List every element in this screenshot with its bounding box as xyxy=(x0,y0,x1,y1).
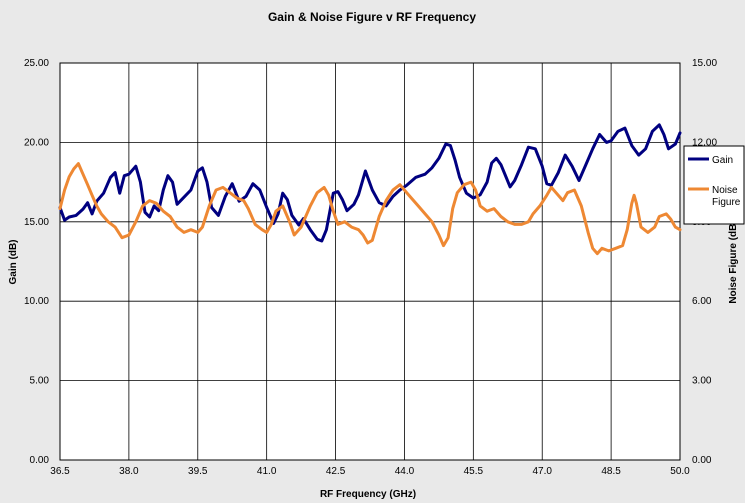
y-axis-title: Gain (dB) xyxy=(8,240,19,285)
gridlines xyxy=(60,63,680,460)
y-tick-label: 5.00 xyxy=(30,376,50,387)
legend-label-noise-figure-line1: Noise xyxy=(712,185,738,196)
x-tick-label: 48.5 xyxy=(601,466,621,477)
x-tick-label: 50.0 xyxy=(670,466,690,477)
y-axis-ticks: 0.00 5.00 10.00 15.00 20.00 25.00 xyxy=(24,58,49,466)
y2-tick-label: 15.00 xyxy=(692,58,717,69)
series-line-noise-figure xyxy=(58,162,682,256)
legend-label-gain: Gain xyxy=(712,155,733,166)
y-tick-label: 10.00 xyxy=(24,296,49,307)
y-tick-label: 15.00 xyxy=(24,217,49,228)
x-axis-ticks: 36.5 38.0 39.5 41.0 42.5 44.0 45.5 47.0 48.5 50.0 xyxy=(50,466,690,477)
y2-axis-title: Noise Figure (dB) xyxy=(728,220,739,303)
chart-title: Gain & Noise Figure v RF Frequency xyxy=(268,10,476,24)
x-axis-title: RF Frequency (GHz) xyxy=(320,489,416,500)
series-line-gain xyxy=(58,123,682,243)
x-tick-label: 45.5 xyxy=(464,466,484,477)
series-layer xyxy=(58,123,682,256)
x-tick-label: 44.0 xyxy=(395,466,415,477)
y-tick-label: 20.00 xyxy=(24,137,49,148)
plot-background xyxy=(59,62,681,461)
x-tick-label: 36.5 xyxy=(50,466,70,477)
y2-tick-label: 0.00 xyxy=(692,455,712,466)
x-tick-label: 39.5 xyxy=(188,466,208,477)
legend-label-noise-figure-line2: Figure xyxy=(712,197,741,208)
y2-tick-label: 12.00 xyxy=(692,137,717,148)
x-tick-label: 42.5 xyxy=(326,466,346,477)
x-tick-label: 41.0 xyxy=(257,466,277,477)
plot-area xyxy=(59,62,681,461)
x-tick-label: 38.0 xyxy=(119,466,139,477)
y2-tick-label: 3.00 xyxy=(692,376,712,387)
y2-tick-label: 6.00 xyxy=(692,296,712,307)
y-tick-label: 0.00 xyxy=(30,455,50,466)
x-tick-label: 47.0 xyxy=(532,466,552,477)
y-tick-label: 25.00 xyxy=(24,58,49,69)
